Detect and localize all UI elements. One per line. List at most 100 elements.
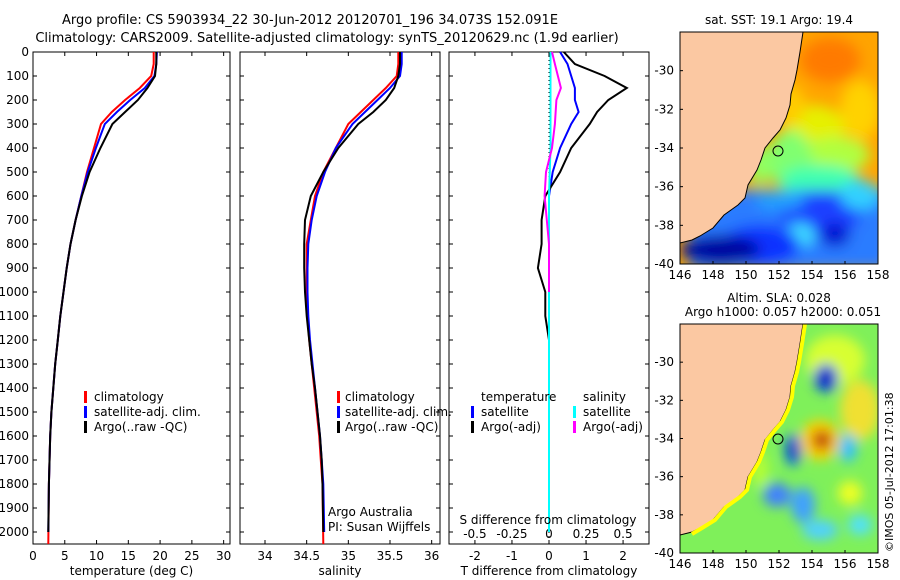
header-line-2: Climatology: CARS2009. Satellite-adjuste… [35, 31, 618, 46]
x-tick-label: 2 [619, 549, 627, 563]
annotation-argo-australia: Argo Australia [328, 505, 413, 519]
map-y-tick-label: -34 [654, 141, 674, 155]
sla-map-subtitle: Argo h1000: 0.057 h2000: 0.051 [685, 305, 881, 319]
map-x-tick-label: 146 [669, 557, 692, 571]
axes-frame [239, 51, 441, 545]
legend-swatch-argo [84, 421, 87, 433]
sla-map-title: Altim. SLA: 0.028 [727, 291, 831, 305]
series-line-salinity-argo [543, 51, 562, 292]
legend-swatch-temp-argo [471, 421, 474, 433]
x-tick-label: 10 [89, 549, 104, 563]
legend-swatch-argo [337, 421, 340, 433]
map-y-tick-label: -30 [654, 355, 674, 369]
y-tick-label: 1500 [0, 405, 29, 419]
y-tick-label: 1400 [0, 381, 29, 395]
x-axis-label: salinity [318, 564, 361, 578]
map-y-tick-label: -38 [654, 218, 674, 232]
x-tick-label: 0 [29, 549, 37, 563]
legend-label-argo: Argo(..raw -QC) [94, 420, 187, 434]
temperature-profile-panel: 0100200300400500600700800900100011001200… [0, 45, 231, 578]
x-axis-label: temperature (deg C) [70, 564, 193, 578]
map-x-tick-label: 158 [867, 268, 890, 282]
y-tick-label: 900 [6, 261, 29, 275]
x-tick-label: 20 [152, 549, 167, 563]
legend-label-satellite: satellite-adj. clim. [345, 405, 452, 419]
y-tick-label: 600 [6, 189, 29, 203]
map-x-tick-label: 150 [735, 268, 758, 282]
map-y-tick-label: -32 [654, 393, 674, 407]
y-tick-label: 100 [6, 69, 29, 83]
top-tick-label: -0.25 [496, 527, 527, 541]
x-tick-label: 0 [545, 549, 553, 563]
series-line-argo [47, 52, 158, 533]
map-y-tick-label: -40 [654, 546, 674, 560]
sla-map [679, 323, 879, 554]
footer-stamp: ©IMOS 05-Jul-2012 17:01:38 [883, 392, 896, 552]
y-tick-label: 1700 [0, 453, 29, 467]
x-tick-label: -2 [469, 549, 481, 563]
map-x-tick-label: 150 [735, 557, 758, 571]
map-y-tick-label: -32 [654, 102, 674, 116]
y-tick-label: 1100 [0, 309, 29, 323]
legend-swatch-sal-argo [573, 421, 576, 433]
sst-map [679, 31, 879, 265]
y-tick-label: 2000 [0, 525, 29, 539]
x-tick-label: 36 [424, 549, 439, 563]
map-x-tick-label: 156 [834, 557, 857, 571]
map-y-tick-label: -40 [654, 257, 674, 271]
y-tick-label: 400 [6, 141, 29, 155]
x-axis-label: T difference from climatology [460, 564, 638, 578]
sst-map-title: sat. SST: 19.1 Argo: 19.4 [705, 13, 853, 27]
legend-label-satellite: satellite-adj. clim. [94, 405, 201, 419]
map-x-tick-label: 154 [801, 557, 824, 571]
legend-title-salinity: salinity [583, 390, 626, 404]
y-tick-label: 1800 [0, 477, 29, 491]
map-y-tick-label: -36 [654, 470, 674, 484]
sst-map-axes: 146 148 150 152 154 156 158 -30 -32 -34 -36 -38 -40 [654, 64, 889, 282]
map-y-tick-label: -36 [654, 180, 674, 194]
annotation-pi: PI: Susan Wijffels [328, 520, 430, 534]
top-tick-label: 0 [545, 527, 553, 541]
axes-frame [32, 51, 231, 545]
x-tick-label: 15 [121, 549, 136, 563]
x-tick-label: 5 [61, 549, 69, 563]
map-x-tick-label: 152 [768, 268, 791, 282]
legend-label-temp-satellite: satellite [481, 405, 529, 419]
map-x-tick-label: 152 [768, 557, 791, 571]
legend-title-temperature: temperature [481, 390, 556, 404]
top-tick-label: 0.5 [614, 527, 633, 541]
y-tick-label: 300 [6, 117, 29, 131]
top-tick-label: -0.5 [463, 527, 486, 541]
y-tick-label: 0 [21, 45, 29, 59]
legend-swatch-sal-satellite [573, 406, 576, 418]
legend-swatch-climatology [84, 391, 87, 403]
y-tick-label: 1900 [0, 501, 29, 515]
x-tick-label: -1 [506, 549, 518, 563]
top-tick-label: 0.25 [573, 527, 600, 541]
difference-legend: temperature satellite Argo(-adj) salinit… [471, 390, 643, 434]
map-x-tick-label: 148 [702, 268, 725, 282]
x-tick-label: 35 [341, 549, 356, 563]
temperature-legend: climatology satellite-adj. clim. Argo(..… [84, 390, 201, 434]
x-tick-label: 1 [582, 549, 590, 563]
x-tick-label: 34 [257, 549, 272, 563]
legend-label-sal-satellite: satellite [583, 405, 631, 419]
shelf-contour [690, 324, 807, 536]
x-tick-label: 25 [184, 549, 199, 563]
y-tick-label: 1000 [0, 285, 29, 299]
map-x-tick-label: 158 [867, 557, 890, 571]
legend-label-climatology: climatology [345, 390, 415, 404]
top-axis-label: S difference from climatology [460, 513, 637, 527]
legend-label-argo: Argo(..raw -QC) [345, 420, 438, 434]
map-x-tick-label: 148 [702, 557, 725, 571]
y-tick-label: 1300 [0, 357, 29, 371]
y-tick-label: 1200 [0, 333, 29, 347]
y-tick-label: 500 [6, 165, 29, 179]
map-y-tick-label: -34 [654, 432, 674, 446]
salinity-legend: climatology satellite-adj. clim. Argo(..… [337, 390, 452, 434]
legend-swatch-satellite [337, 406, 340, 418]
y-tick-label: 1600 [0, 429, 29, 443]
header-line-1: Argo profile: CS 5903934_22 30-Jun-2012 … [62, 13, 558, 28]
map-x-tick-label: 146 [669, 268, 692, 282]
